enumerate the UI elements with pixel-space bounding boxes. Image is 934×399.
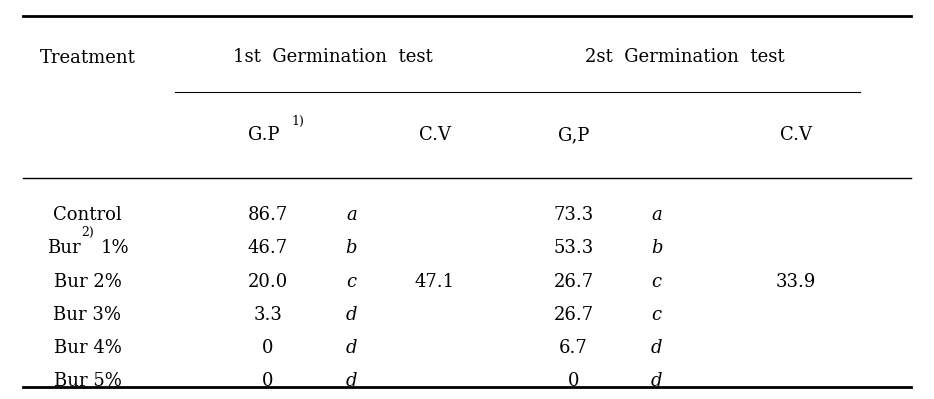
Text: Control: Control bbox=[53, 206, 121, 224]
Text: c: c bbox=[652, 273, 662, 290]
Text: Bur: Bur bbox=[48, 239, 81, 257]
Text: 6.7: 6.7 bbox=[559, 339, 587, 357]
Text: d: d bbox=[346, 306, 357, 324]
Text: 2st  Germination  test: 2st Germination test bbox=[585, 48, 785, 66]
Text: a: a bbox=[651, 206, 662, 224]
Text: c: c bbox=[652, 306, 662, 324]
Text: G.P: G.P bbox=[248, 126, 279, 144]
Text: 3.3: 3.3 bbox=[253, 306, 282, 324]
Text: d: d bbox=[651, 372, 662, 390]
Text: 26.7: 26.7 bbox=[553, 273, 593, 290]
Text: Bur 5%: Bur 5% bbox=[53, 372, 121, 390]
Text: 0: 0 bbox=[262, 372, 274, 390]
Text: Bur 3%: Bur 3% bbox=[53, 306, 121, 324]
Text: 86.7: 86.7 bbox=[248, 206, 288, 224]
Text: b: b bbox=[651, 239, 662, 257]
Text: a: a bbox=[346, 206, 357, 224]
Text: d: d bbox=[346, 339, 357, 357]
Text: 46.7: 46.7 bbox=[248, 239, 288, 257]
Text: 0: 0 bbox=[262, 339, 274, 357]
Text: d: d bbox=[346, 372, 357, 390]
Text: 47.1: 47.1 bbox=[415, 273, 455, 290]
Text: Bur 2%: Bur 2% bbox=[53, 273, 121, 290]
Text: 53.3: 53.3 bbox=[553, 239, 594, 257]
Text: 73.3: 73.3 bbox=[553, 206, 594, 224]
Text: 1%: 1% bbox=[101, 239, 130, 257]
Text: 20.0: 20.0 bbox=[248, 273, 288, 290]
Text: G,P: G,P bbox=[558, 126, 589, 144]
Text: Bur 4%: Bur 4% bbox=[53, 339, 121, 357]
Text: 33.9: 33.9 bbox=[775, 273, 815, 290]
Text: 1st  Germination  test: 1st Germination test bbox=[233, 48, 432, 66]
Text: b: b bbox=[346, 239, 357, 257]
Text: c: c bbox=[347, 273, 357, 290]
Text: 0: 0 bbox=[568, 372, 579, 390]
Text: 26.7: 26.7 bbox=[553, 306, 593, 324]
Text: Treatment: Treatment bbox=[39, 49, 135, 67]
Text: 1): 1) bbox=[291, 115, 304, 128]
Text: C.V: C.V bbox=[418, 126, 450, 144]
Text: 2): 2) bbox=[81, 226, 93, 239]
Text: d: d bbox=[651, 339, 662, 357]
Text: C.V: C.V bbox=[780, 126, 812, 144]
